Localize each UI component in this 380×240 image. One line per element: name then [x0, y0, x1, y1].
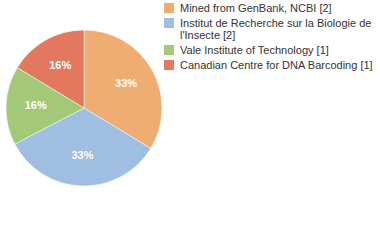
html-text:Canadian Centre for DNA Barcod: Canadian Centre for DNA Barcoding [1]	[180, 59, 373, 71]
svg-text:33%: 33%	[71, 149, 93, 161]
svg-text:16%: 16%	[25, 99, 47, 111]
html-text:Mined from GenBank, NCBI [2]: Mined from GenBank, NCBI [2]	[180, 2, 332, 14]
svg-text:16%: 16%	[49, 59, 71, 71]
html-text:Vale Institute of Technology [: Vale Institute of Technology [1]	[180, 44, 329, 56]
html-text:Institut de Recherche sur la B: Institut de Recherche sur la Biologie de…	[180, 17, 372, 41]
svg-text:33%: 33%	[115, 77, 137, 89]
